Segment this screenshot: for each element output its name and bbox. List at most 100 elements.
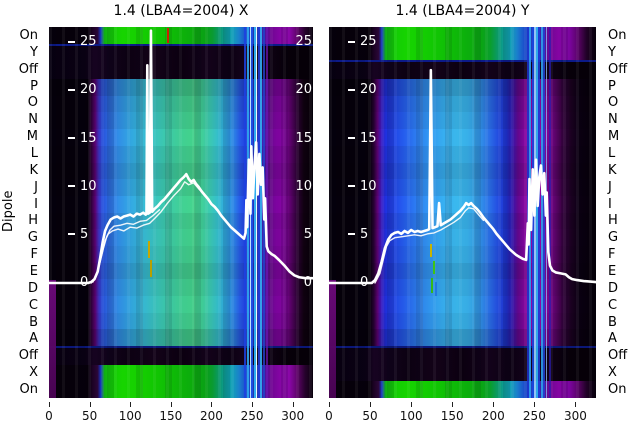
- row-label-left-j-9: J: [34, 179, 38, 195]
- x-tick-label: 0: [45, 409, 53, 423]
- rfi-stripe: [543, 27, 546, 398]
- row-label-left-off-2: Off: [18, 61, 38, 77]
- row-label-left-on-21: On: [19, 382, 38, 398]
- x-tick-mark: [575, 402, 577, 407]
- y-tick-label: 20: [80, 82, 97, 98]
- rfi-stripe: [265, 27, 268, 398]
- y-tick: 10: [348, 179, 377, 195]
- x-tick-mark: [452, 402, 454, 407]
- y-tick-label-right: 5: [303, 226, 312, 242]
- y-tick-dash: [348, 233, 355, 236]
- rfi-stripe: [538, 27, 541, 398]
- heatmap-row-on-21: [329, 381, 596, 398]
- x-tick-label: 150: [440, 409, 464, 423]
- heatmap-row-o-4: [49, 95, 313, 113]
- row-label-left-on-0: On: [19, 27, 38, 43]
- y-tick-label: 10: [80, 178, 97, 194]
- row-label-right-off-2: Off: [608, 61, 628, 77]
- row-label-left-m-6: M: [26, 129, 38, 145]
- row-label-right-k-8: K: [608, 162, 617, 178]
- x-tick-mark: [130, 402, 132, 407]
- y-tick-label: 15: [360, 130, 377, 146]
- row-label-right-g-12: G: [608, 230, 619, 246]
- row-label-left-o-4: O: [27, 95, 38, 111]
- x-tick-label: 200: [481, 409, 505, 423]
- rfi-stripe: [531, 27, 534, 398]
- y-tick-label-right: 20: [295, 82, 312, 98]
- row-label-left-g-12: G: [27, 230, 38, 246]
- calibration-mark: [149, 259, 152, 278]
- y-tick-label-right: 25: [295, 34, 312, 50]
- heatmap-row-x-20: [329, 364, 596, 382]
- y-tick: 5: [68, 227, 88, 243]
- calibration-mark: [166, 27, 169, 44]
- rfi-stripe: [251, 27, 254, 398]
- x-tick-mark: [211, 402, 213, 407]
- row-label-right-c-16: C: [608, 297, 618, 313]
- y-tick-dash: [68, 88, 75, 91]
- left-edge-purple-strip: [49, 280, 56, 398]
- row-label-left-n-5: N: [28, 112, 38, 128]
- heatmap-row-on-0: [329, 27, 596, 44]
- x-tick-label: 100: [399, 409, 423, 423]
- heatmap-row-f-13: [49, 245, 313, 263]
- row-label-left-e-14: E: [29, 264, 38, 280]
- dipole-row-labels-left: On Y Off P O N M L K J I H G F E D C B A Off X On: [0, 0, 40, 440]
- left-edge-purple-strip: [329, 280, 336, 398]
- heatmap-row-x-20: [49, 364, 313, 382]
- row-label-right-e-14: E: [608, 264, 617, 280]
- calibration-mark: [148, 240, 151, 258]
- y-tick: 10: [68, 179, 97, 195]
- heatmap-row-p-3: [329, 79, 596, 96]
- x-tick-label: 100: [118, 409, 142, 423]
- y-tick: 0: [68, 275, 88, 291]
- panel-y-title: 1.4 (LBA4=2004) Y: [395, 3, 530, 19]
- heatmap-row-on-0: [49, 27, 313, 46]
- row-label-right-l-7: L: [608, 145, 616, 161]
- heatmap-row-on-21: [49, 381, 313, 398]
- heatmap-row-l-7: [329, 145, 596, 163]
- heatmap-row-p-3: [49, 79, 313, 96]
- rfi-stripe: [256, 27, 258, 398]
- heatmap-row-c-16: [329, 296, 596, 313]
- y-tick-label: 25: [360, 34, 377, 50]
- median-power-curve: [329, 70, 596, 283]
- heatmap-row-off-2: [329, 62, 596, 80]
- row-label-right-m-6: M: [608, 129, 620, 145]
- row-label-right-j-9: J: [608, 179, 612, 195]
- y-tick-dash: [348, 88, 355, 91]
- row-label-left-y-1: Y: [30, 44, 38, 60]
- x-tick-label: 250: [522, 409, 546, 423]
- row-label-left-c-16: C: [28, 297, 38, 313]
- heatmap-row-o-4: [329, 95, 596, 113]
- y-tick-label: 0: [360, 275, 369, 290]
- x-tick-mark: [49, 402, 50, 407]
- x-tick-mark: [329, 402, 330, 407]
- calibration-mark: [434, 282, 437, 296]
- heatmap-row-g-12: [49, 229, 313, 246]
- row-label-right-d-15: D: [608, 280, 619, 296]
- row-label-left-l-7: L: [30, 145, 38, 161]
- heatmap-row-e-14: [329, 262, 596, 280]
- y-tick-dash: [348, 185, 355, 188]
- row-label-right-n-5: N: [608, 112, 618, 128]
- y-tick: 25: [348, 34, 377, 50]
- y-tick-dash: [68, 137, 75, 140]
- y-tick: 20: [348, 82, 377, 98]
- y-tick-dash: [348, 137, 355, 140]
- rfi-stripe: [253, 27, 257, 398]
- y-tick: 20: [68, 82, 97, 98]
- row-label-left-k-8: K: [29, 162, 38, 178]
- x-tick-mark: [252, 402, 254, 407]
- rfi-stripe: [549, 27, 552, 398]
- row-label-left-a-18: A: [29, 331, 38, 347]
- heatmap-row-n-5: [49, 112, 313, 130]
- y-tick-label-right: 0: [303, 275, 312, 290]
- heatmap-row-d-15: [329, 279, 596, 296]
- y-tick-label: 15: [80, 130, 97, 146]
- heatmap-row-b-17: [49, 312, 313, 330]
- panel-x-title: 1.4 (LBA4=2004) X: [113, 3, 249, 19]
- dipole-row-labels-right: On Y Off P O N M L K J I H G F E D C B A Off X On: [606, 0, 640, 440]
- y-tick-label: 5: [360, 226, 369, 242]
